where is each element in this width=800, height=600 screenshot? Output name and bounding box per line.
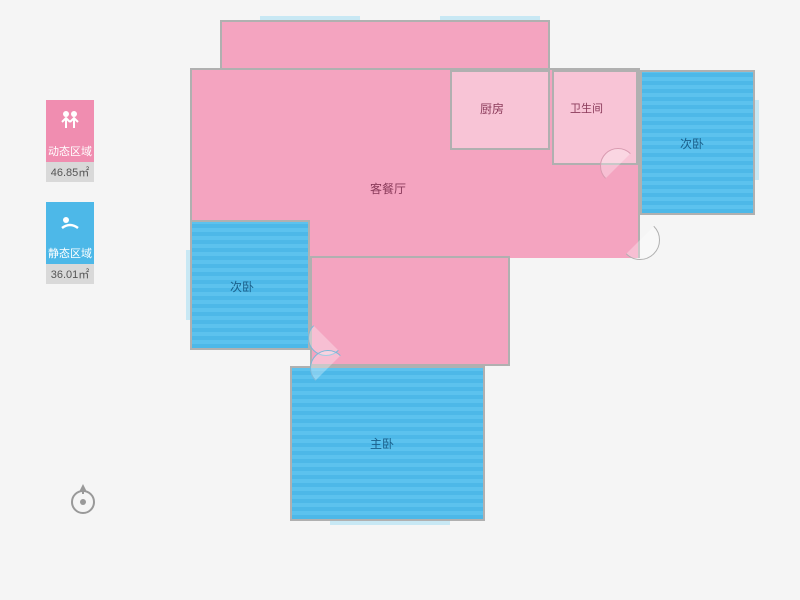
label-bedroom-sec-right: 次卧 xyxy=(680,135,704,152)
label-living: 客餐厅 xyxy=(370,180,406,197)
legend-static: 静态区域 36.01㎡ xyxy=(40,202,100,284)
compass-icon xyxy=(65,480,101,521)
window-left xyxy=(186,250,190,320)
legend-dynamic-label: 动态区域 xyxy=(46,140,94,162)
room-living-lower xyxy=(310,256,510,366)
window-bottom xyxy=(330,521,450,525)
legend-dynamic-value: 46.85㎡ xyxy=(46,162,94,182)
legend-static-value: 36.01㎡ xyxy=(46,264,94,284)
label-bedroom-master: 主卧 xyxy=(370,435,394,452)
window-top-left xyxy=(260,16,360,20)
window-right xyxy=(755,100,759,180)
legend-panel: 动态区域 46.85㎡ 静态区域 36.01㎡ xyxy=(40,100,100,304)
legend-static-label: 静态区域 xyxy=(46,242,94,264)
legend-dynamic: 动态区域 46.85㎡ xyxy=(40,100,100,182)
window-top-right xyxy=(440,16,540,20)
people-icon xyxy=(46,100,94,140)
room-living-upper xyxy=(220,20,550,70)
rest-icon xyxy=(46,202,94,242)
label-kitchen: 厨房 xyxy=(480,100,504,117)
label-bedroom-sec-left: 次卧 xyxy=(230,278,254,295)
label-bathroom: 卫生间 xyxy=(570,100,603,116)
floorplan: 客餐厅 厨房 卫生间 次卧 次卧 主卧 xyxy=(160,20,760,560)
